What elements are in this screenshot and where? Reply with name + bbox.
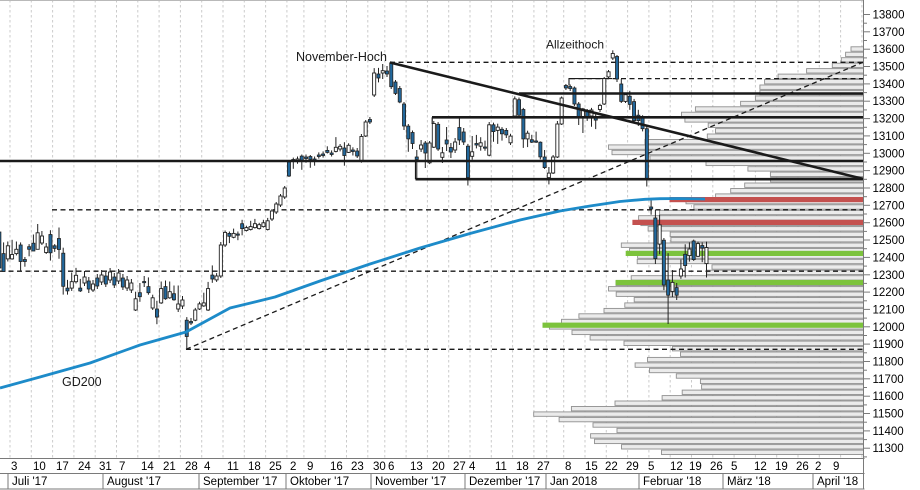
svg-text:11: 11 — [227, 461, 239, 473]
svg-text:11900: 11900 — [873, 339, 904, 351]
svg-text:November '17: November '17 — [375, 476, 446, 488]
svg-text:13500: 13500 — [873, 62, 905, 74]
svg-text:12: 12 — [670, 461, 683, 473]
svg-text:5: 5 — [731, 461, 737, 473]
svg-text:13300: 13300 — [873, 96, 905, 108]
svg-text:23: 23 — [351, 461, 364, 473]
svg-text:18: 18 — [516, 461, 529, 473]
svg-text:9: 9 — [307, 461, 313, 473]
svg-text:18: 18 — [248, 461, 261, 473]
svg-text:November-Hoch: November-Hoch — [296, 50, 387, 64]
svg-text:11: 11 — [495, 461, 507, 473]
svg-text:11700: 11700 — [873, 374, 904, 386]
svg-text:24: 24 — [78, 461, 91, 473]
svg-text:12100: 12100 — [873, 304, 905, 316]
svg-text:11800: 11800 — [873, 357, 904, 369]
svg-text:4: 4 — [469, 461, 476, 473]
svg-text:12000: 12000 — [873, 322, 905, 334]
svg-text:12: 12 — [754, 461, 767, 473]
svg-text:27: 27 — [537, 461, 550, 473]
svg-text:20: 20 — [432, 461, 445, 473]
svg-text:21: 21 — [163, 461, 176, 473]
svg-text:12700: 12700 — [873, 200, 905, 212]
svg-text:April '18: April '18 — [817, 476, 858, 488]
svg-text:26: 26 — [796, 461, 809, 473]
svg-text:19: 19 — [689, 461, 702, 473]
svg-text:2: 2 — [815, 461, 821, 473]
svg-text:Dezember '17: Dezember '17 — [469, 476, 540, 488]
svg-text:Allzeithoch: Allzeithoch — [546, 38, 604, 52]
svg-text:17: 17 — [56, 461, 69, 473]
svg-text:12200: 12200 — [873, 287, 905, 299]
svg-text:2: 2 — [290, 461, 296, 473]
svg-text:12400: 12400 — [873, 252, 905, 264]
svg-text:16: 16 — [330, 461, 343, 473]
svg-text:13400: 13400 — [873, 79, 905, 91]
svg-text:12600: 12600 — [873, 218, 905, 230]
svg-text:Oktober '17: Oktober '17 — [290, 476, 349, 488]
svg-text:22: 22 — [605, 461, 618, 473]
svg-text:26: 26 — [710, 461, 723, 473]
svg-text:13600: 13600 — [873, 44, 905, 56]
svg-text:12300: 12300 — [873, 270, 905, 282]
svg-text:13000: 13000 — [873, 148, 905, 160]
svg-text:31: 31 — [99, 461, 112, 473]
svg-text:13: 13 — [410, 461, 423, 473]
svg-text:25: 25 — [269, 461, 282, 473]
svg-text:11300: 11300 — [873, 443, 904, 455]
svg-text:Juli '17: Juli '17 — [12, 476, 47, 488]
svg-text:3: 3 — [11, 461, 17, 473]
svg-text:30: 30 — [373, 461, 386, 473]
svg-text:13100: 13100 — [873, 131, 905, 143]
svg-text:9: 9 — [833, 461, 839, 473]
svg-text:August '17: August '17 — [107, 476, 161, 488]
svg-text:28: 28 — [185, 461, 198, 473]
svg-text:29: 29 — [626, 461, 639, 473]
svg-text:September '17: September '17 — [203, 476, 277, 488]
svg-text:März '18: März '18 — [727, 476, 771, 488]
svg-text:19: 19 — [775, 461, 788, 473]
svg-text:Februar '18: Februar '18 — [643, 476, 701, 488]
svg-text:14: 14 — [141, 461, 154, 473]
svg-text:5: 5 — [648, 461, 654, 473]
svg-text:12800: 12800 — [873, 183, 905, 195]
svg-text:15: 15 — [585, 461, 598, 473]
svg-text:13700: 13700 — [873, 27, 905, 39]
svg-text:8: 8 — [565, 461, 571, 473]
svg-text:10: 10 — [33, 461, 46, 473]
svg-text:13800: 13800 — [873, 10, 905, 22]
svg-text:12500: 12500 — [873, 235, 905, 247]
svg-text:Jan 2018: Jan 2018 — [550, 476, 597, 488]
svg-text:GD200: GD200 — [62, 375, 102, 389]
svg-text:11600: 11600 — [873, 391, 904, 403]
svg-text:11400: 11400 — [873, 426, 904, 438]
svg-text:12900: 12900 — [873, 166, 905, 178]
svg-text:11500: 11500 — [873, 409, 904, 421]
svg-text:7: 7 — [119, 461, 125, 473]
svg-text:27: 27 — [453, 461, 466, 473]
svg-text:13200: 13200 — [873, 114, 905, 126]
svg-text:4: 4 — [204, 461, 211, 473]
svg-text:6: 6 — [388, 461, 394, 473]
